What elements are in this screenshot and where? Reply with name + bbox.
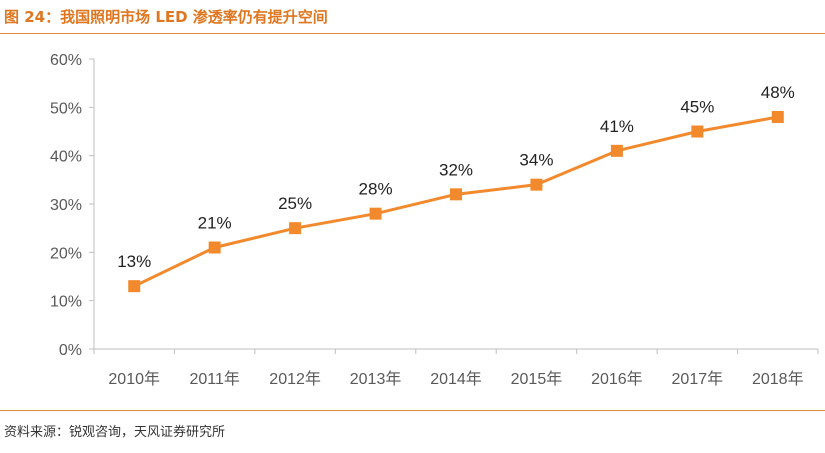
- data-point: [771, 111, 784, 123]
- title-divider: [0, 33, 825, 34]
- data-label: 45%: [680, 98, 714, 117]
- y-tick-label: 10%: [50, 294, 82, 311]
- y-tick-label: 30%: [50, 197, 82, 214]
- x-tick-label: 2016年: [591, 370, 643, 388]
- data-point: [369, 207, 382, 220]
- data-label: 34%: [519, 151, 553, 170]
- x-tick-label: 2013年: [350, 370, 402, 388]
- data-label: 13%: [117, 252, 151, 271]
- data-label: 48%: [761, 83, 795, 102]
- x-tick-label: 2011年: [189, 370, 239, 388]
- data-point: [530, 178, 543, 191]
- y-tick-label: 60%: [50, 52, 82, 69]
- data-point: [208, 241, 221, 254]
- data-point: [450, 188, 462, 201]
- y-tick-label: 50%: [50, 100, 82, 117]
- x-tick-label: 2015年: [511, 370, 563, 388]
- y-tick-label: 20%: [50, 245, 82, 262]
- x-tick-label: 2018年: [752, 370, 804, 388]
- data-point: [289, 222, 302, 235]
- y-tick-label: 40%: [50, 149, 82, 166]
- data-point: [610, 144, 623, 157]
- x-tick-label: 2012年: [269, 370, 321, 388]
- data-label: 21%: [198, 214, 232, 233]
- y-tick-label: 0%: [59, 342, 82, 359]
- data-label: 32%: [439, 160, 473, 179]
- data-label: 41%: [600, 117, 634, 136]
- source-note: 资料来源：锐观咨询，天风证券研究所: [4, 425, 226, 440]
- x-tick-label: 2014年: [430, 370, 482, 388]
- data-label: 28%: [359, 180, 393, 199]
- x-tick-label: 2017年: [672, 370, 724, 388]
- data-point: [128, 280, 141, 293]
- data-point: [691, 125, 704, 138]
- series-line: [133, 115, 779, 288]
- footer-divider: [0, 410, 825, 411]
- data-label: 25%: [278, 194, 312, 213]
- figure-title: 图 24：我国照明市场 LED 渗透率仍有提升空间: [4, 8, 328, 26]
- x-tick-label: 2010年: [108, 370, 160, 388]
- line-chart: 0% 10% 20% 30% 40% 50% 60% 2010年 2011年 2012年 2013年…: [50, 52, 819, 388]
